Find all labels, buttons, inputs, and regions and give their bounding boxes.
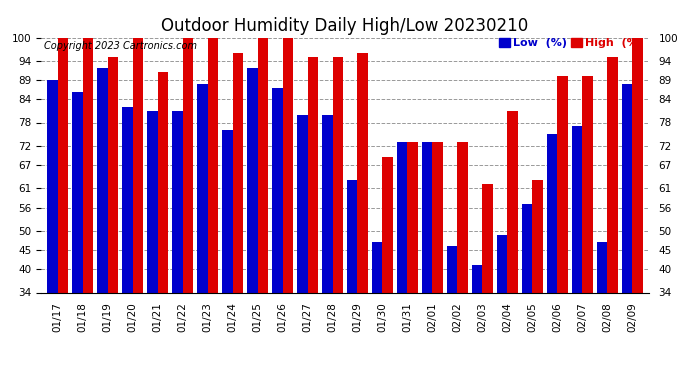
Bar bbox=[247, 68, 257, 292]
Bar bbox=[497, 234, 507, 292]
Bar bbox=[197, 84, 208, 292]
Title: Outdoor Humidity Daily High/Low 20230210: Outdoor Humidity Daily High/Low 20230210 bbox=[161, 16, 529, 34]
Bar bbox=[372, 242, 382, 292]
Bar bbox=[183, 38, 193, 292]
Bar bbox=[172, 111, 183, 292]
Bar bbox=[457, 142, 468, 292]
Bar bbox=[622, 84, 632, 292]
Bar bbox=[282, 38, 293, 292]
Bar bbox=[108, 57, 118, 292]
Bar bbox=[582, 76, 593, 292]
Bar bbox=[522, 204, 533, 292]
Bar bbox=[272, 88, 282, 292]
Bar bbox=[308, 57, 318, 292]
Bar bbox=[97, 68, 108, 292]
Bar bbox=[122, 107, 132, 292]
Bar bbox=[533, 180, 543, 292]
Bar bbox=[347, 180, 357, 292]
Bar bbox=[208, 38, 218, 292]
Bar bbox=[572, 126, 582, 292]
Legend: Low  (%), High  (%): Low (%), High (%) bbox=[499, 38, 643, 48]
Bar bbox=[47, 80, 58, 292]
Bar bbox=[333, 57, 343, 292]
Bar bbox=[433, 142, 443, 292]
Bar bbox=[233, 53, 243, 292]
Bar bbox=[607, 57, 618, 292]
Bar bbox=[597, 242, 607, 292]
Bar bbox=[482, 184, 493, 292]
Text: Copyright 2023 Cartronics.com: Copyright 2023 Cartronics.com bbox=[44, 41, 197, 51]
Bar bbox=[357, 53, 368, 292]
Bar bbox=[507, 111, 518, 292]
Bar bbox=[447, 246, 457, 292]
Bar bbox=[422, 142, 433, 292]
Bar bbox=[397, 142, 408, 292]
Bar bbox=[157, 72, 168, 292]
Bar bbox=[132, 38, 143, 292]
Bar bbox=[382, 157, 393, 292]
Bar bbox=[558, 76, 568, 292]
Bar bbox=[222, 130, 233, 292]
Bar bbox=[147, 111, 157, 292]
Bar bbox=[72, 92, 83, 292]
Bar bbox=[322, 115, 333, 292]
Bar bbox=[472, 266, 482, 292]
Bar bbox=[632, 38, 643, 292]
Bar bbox=[58, 38, 68, 292]
Bar bbox=[408, 142, 418, 292]
Bar bbox=[547, 134, 558, 292]
Bar bbox=[257, 38, 268, 292]
Bar bbox=[297, 115, 308, 292]
Bar bbox=[83, 38, 93, 292]
